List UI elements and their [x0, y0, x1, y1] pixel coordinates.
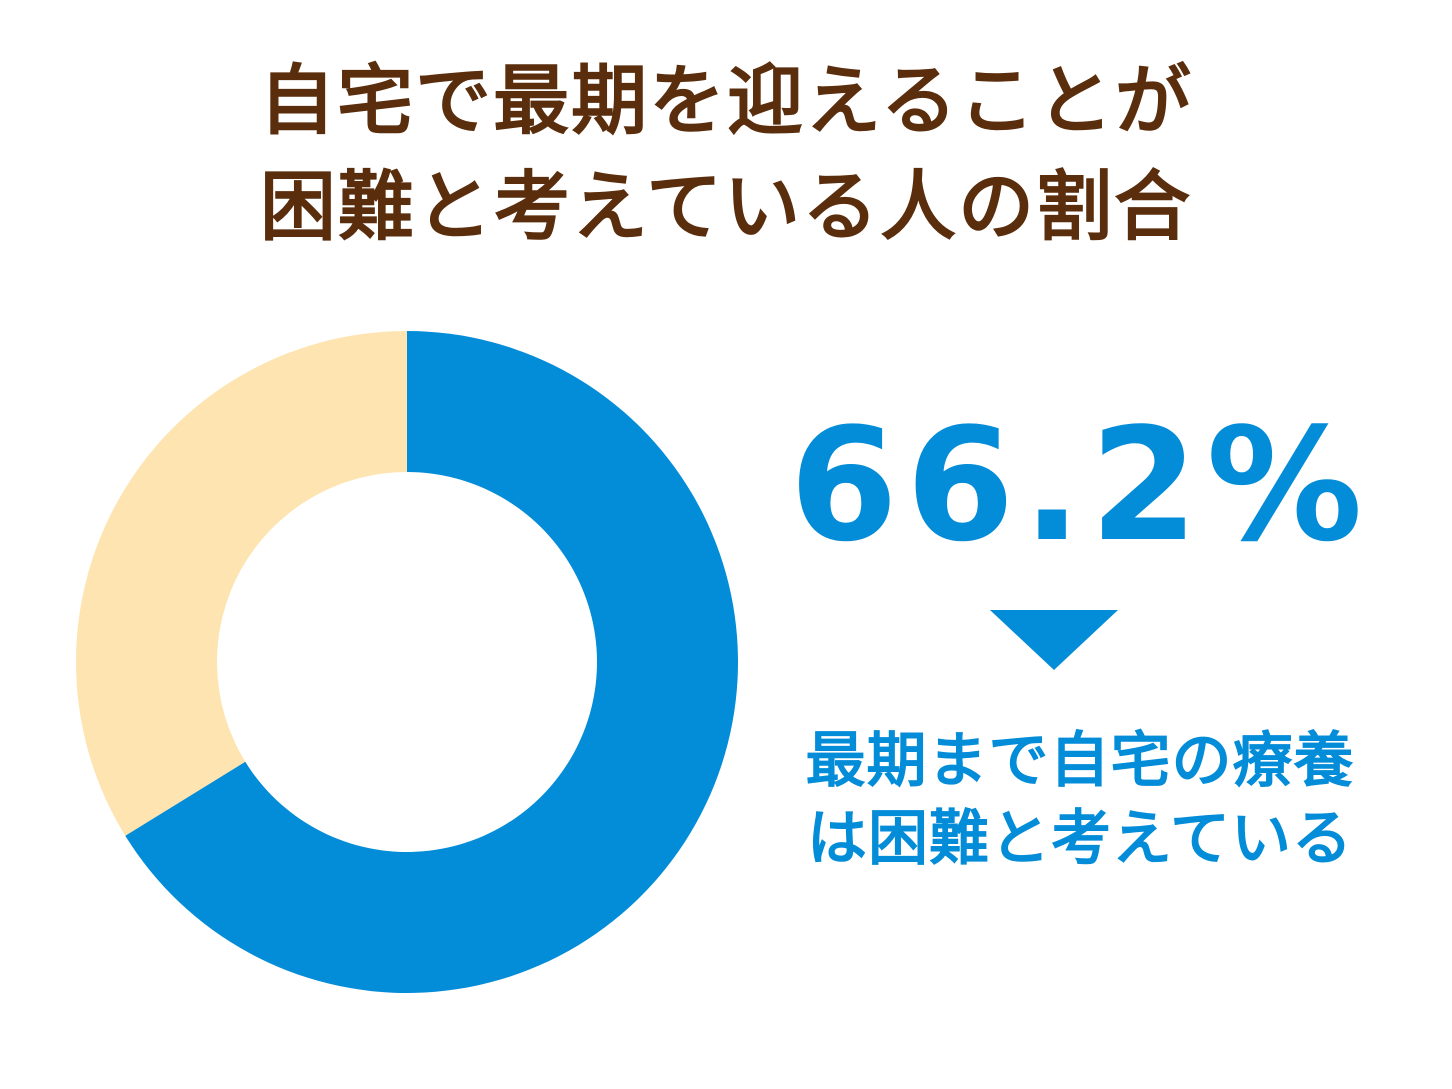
- donut-slice: [125, 331, 739, 994]
- value-label: 66.2%: [789, 394, 1371, 576]
- chart-title: 自宅で最期を迎えることが 困難と考えている人の割合: [259, 56, 1193, 251]
- category-label: 最期まで自宅の療養 は困難と考えている: [805, 726, 1355, 874]
- arrow-down: [990, 610, 1118, 670]
- donut-slice: [76, 331, 408, 836]
